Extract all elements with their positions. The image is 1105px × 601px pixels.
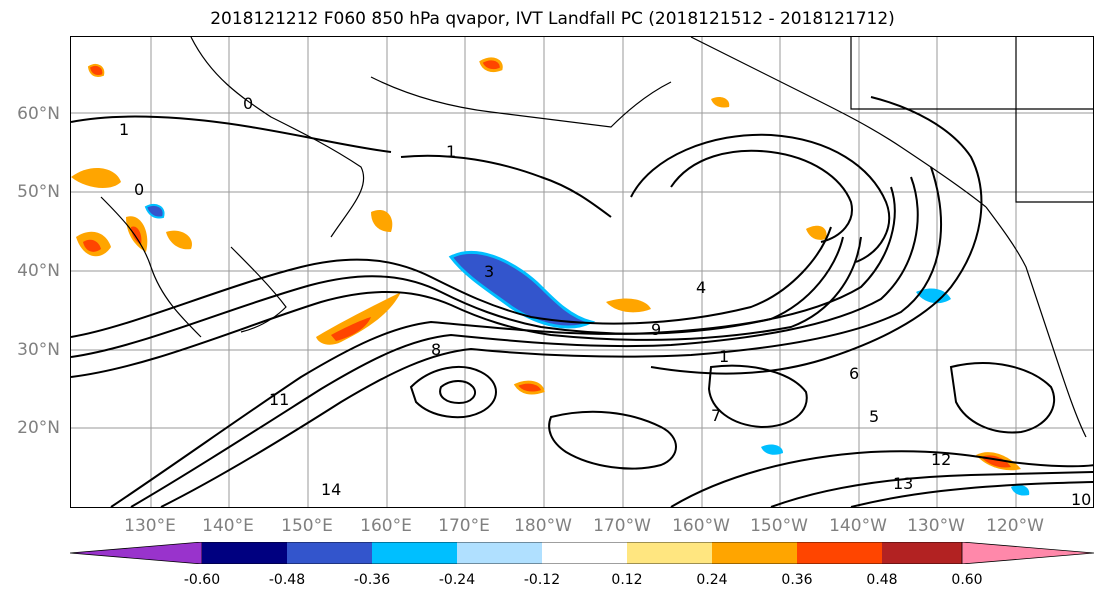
map-svg: 1 1 0 0 3 4 1 9 8 11 14 13 12 6 5 10 7	[71, 37, 1093, 508]
contour-label: 14	[321, 480, 341, 499]
contour-label: 12	[931, 450, 951, 469]
contour-label: 10	[1071, 490, 1091, 508]
contour-label: 3	[484, 262, 494, 281]
colorbar	[69, 541, 1095, 565]
colorbar-tick-label: 0.36	[781, 572, 813, 588]
graticule	[71, 37, 1093, 507]
lon-label-160e: 160°E	[360, 516, 412, 536]
contour-label: 1	[446, 142, 456, 161]
colorbar-swatch	[961, 541, 1095, 565]
colorbar-tick-label: 0.48	[866, 572, 898, 588]
lat-label-40n: 40°N	[17, 261, 60, 281]
colorbar-swatch	[287, 542, 372, 564]
contour-label: 6	[849, 364, 859, 383]
contour-label: 11	[269, 390, 289, 409]
lon-label-170e: 170°E	[438, 516, 490, 536]
figure-title: 2018121212 F060 850 hPa qvapor, IVT Land…	[210, 9, 895, 29]
lon-label-120w: 120°W	[986, 516, 1044, 536]
ivt-contours	[71, 96, 1093, 507]
colorbar-swatch	[882, 542, 962, 564]
colorbar-tick-label: -0.48	[268, 572, 306, 588]
lat-label-50n: 50°N	[17, 182, 60, 202]
lon-label-130e: 130°E	[124, 516, 176, 536]
contour-label: 7	[711, 406, 721, 425]
qvapor-shading	[71, 57, 1030, 496]
colorbar-svg	[69, 541, 1095, 565]
contour-label-group: 1 1 0 0 3 4 1 9 8 11 14 13 12 6 5 10 7	[119, 94, 1091, 508]
lat-label-60n: 60°N	[17, 104, 60, 124]
colorbar-tick-label: -0.36	[353, 572, 391, 588]
colorbar-swatch	[542, 542, 627, 564]
colorbar-tick-label: 0.12	[611, 572, 643, 588]
lon-label-140w: 140°W	[829, 516, 887, 536]
lon-label-140e: 140°E	[202, 516, 254, 536]
colorbar-swatch	[372, 542, 457, 564]
colorbar-swatch	[457, 542, 542, 564]
colorbar-tick-label: -0.24	[438, 572, 476, 588]
coastlines	[100, 37, 1093, 438]
colorbar-swatch	[712, 542, 797, 564]
colorbar-tick-label: -0.12	[523, 572, 561, 588]
contour-label: 1	[719, 347, 729, 366]
contour-label: 5	[869, 407, 879, 426]
colorbar-tick-label: 0.24	[696, 572, 728, 588]
lon-label-130w: 130°W	[907, 516, 965, 536]
lon-label-150w: 150°W	[750, 516, 808, 536]
lon-label-180w: 180°W	[514, 516, 572, 536]
colorbar-tick-label: 0.60	[951, 572, 983, 588]
lon-label-150e: 150°E	[281, 516, 333, 536]
colorbar-swatch	[69, 541, 203, 565]
colorbar-swatch	[627, 542, 712, 564]
lat-label-20n: 20°N	[17, 418, 60, 438]
map-panel: 1 1 0 0 3 4 1 9 8 11 14 13 12 6 5 10 7	[70, 36, 1094, 508]
contour-label: 9	[651, 320, 661, 339]
contour-label: 0	[134, 180, 144, 199]
lon-label-160w: 160°W	[672, 516, 730, 536]
contour-label: 1	[119, 120, 129, 139]
contour-label: 0	[243, 94, 253, 113]
colorbar-swatch	[202, 542, 287, 564]
contour-label: 8	[431, 340, 441, 359]
contour-label: 4	[696, 278, 706, 297]
colorbar-swatch	[797, 542, 882, 564]
colorbar-tick-label: -0.60	[183, 572, 221, 588]
contour-label: 13	[893, 474, 913, 493]
lon-label-170w: 170°W	[593, 516, 651, 536]
lat-label-30n: 30°N	[17, 340, 60, 360]
